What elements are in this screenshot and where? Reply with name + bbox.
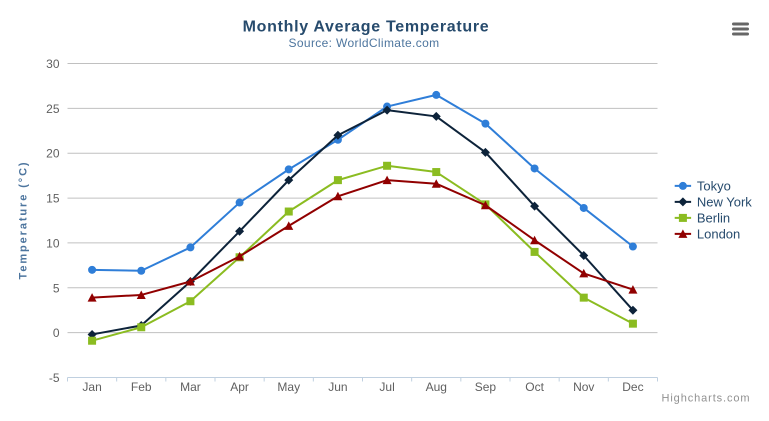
svg-text:0: 0 <box>53 326 60 340</box>
svg-text:May: May <box>277 380 300 394</box>
svg-text:Berlin: Berlin <box>697 211 730 226</box>
svg-text:Dec: Dec <box>622 380 643 394</box>
svg-text:-5: -5 <box>49 371 60 385</box>
svg-text:Mar: Mar <box>180 380 201 394</box>
svg-text:Source: WorldClimate.com: Source: WorldClimate.com <box>289 36 440 50</box>
svg-text:Nov: Nov <box>573 380 594 394</box>
svg-text:Feb: Feb <box>131 380 152 394</box>
svg-text:5: 5 <box>53 281 60 295</box>
svg-text:15: 15 <box>46 192 60 206</box>
svg-text:Highcharts.com: Highcharts.com <box>661 393 750 405</box>
svg-text:Jun: Jun <box>328 380 347 394</box>
svg-text:Jan: Jan <box>82 380 101 394</box>
svg-text:Temperature (°C): Temperature (°C) <box>18 161 30 280</box>
svg-text:Monthly Average Temperature: Monthly Average Temperature <box>243 19 490 36</box>
svg-text:Jul: Jul <box>379 380 394 394</box>
svg-text:London: London <box>697 227 740 242</box>
svg-text:Apr: Apr <box>230 380 249 394</box>
svg-text:Oct: Oct <box>525 380 544 394</box>
svg-text:Sep: Sep <box>475 380 497 394</box>
svg-text:Tokyo: Tokyo <box>697 179 731 194</box>
svg-text:30: 30 <box>46 57 60 71</box>
svg-text:New York: New York <box>697 195 752 210</box>
svg-text:Aug: Aug <box>426 380 447 394</box>
svg-text:25: 25 <box>46 102 60 116</box>
svg-text:10: 10 <box>46 236 60 250</box>
svg-text:20: 20 <box>46 147 60 161</box>
